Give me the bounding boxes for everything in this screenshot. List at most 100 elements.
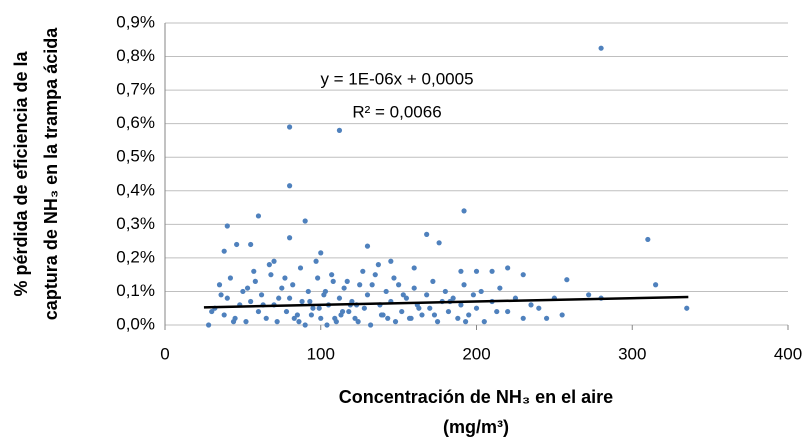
point	[283, 308, 290, 315]
point	[263, 315, 269, 321]
point	[372, 272, 378, 278]
point	[445, 308, 452, 315]
point	[455, 315, 461, 321]
point	[268, 272, 274, 278]
point	[336, 127, 343, 133]
point	[251, 268, 257, 274]
point	[218, 292, 224, 298]
point	[230, 319, 237, 325]
point	[299, 298, 305, 305]
point	[424, 231, 430, 237]
point	[341, 285, 347, 291]
y-tick-label: 0,5%	[116, 147, 155, 166]
point	[302, 218, 308, 224]
point	[494, 308, 500, 315]
point	[427, 305, 433, 311]
point	[255, 308, 262, 315]
x-tick-label: 0	[160, 344, 169, 363]
point	[411, 285, 417, 291]
point	[316, 305, 322, 311]
point	[375, 262, 381, 268]
point	[276, 295, 282, 301]
point	[244, 285, 251, 291]
point	[274, 319, 280, 325]
point	[461, 208, 467, 214]
r-squared: R² = 0,0066	[352, 102, 441, 121]
point	[478, 288, 484, 295]
point	[458, 302, 464, 308]
point	[364, 292, 371, 298]
point	[308, 312, 315, 318]
point	[369, 282, 375, 288]
point	[399, 308, 405, 315]
point	[258, 292, 265, 298]
point	[489, 268, 495, 274]
point	[462, 319, 469, 325]
point	[344, 278, 350, 284]
point	[329, 272, 335, 278]
point	[383, 288, 389, 295]
point	[279, 285, 285, 291]
y-axis-label: % pérdida de eficiencia de la	[11, 50, 31, 296]
point	[406, 315, 413, 321]
x-axis-label: Concentración de NH₃ en el aire	[339, 387, 613, 407]
point	[364, 243, 371, 249]
point	[419, 312, 425, 318]
point	[252, 278, 258, 284]
point	[206, 322, 212, 328]
point	[430, 278, 436, 284]
point	[339, 308, 346, 315]
point	[411, 265, 417, 271]
point	[458, 268, 464, 274]
point	[388, 258, 394, 264]
point	[330, 278, 336, 284]
point	[505, 308, 511, 315]
point	[318, 250, 324, 256]
y-tick-label: 0,1%	[116, 281, 155, 300]
y-tick-label: 0,3%	[116, 214, 155, 233]
point	[221, 248, 227, 254]
trend-equation: y = 1E-06x + 0,0005	[320, 69, 473, 88]
y-tick-label: 0,7%	[116, 80, 155, 99]
point	[645, 236, 651, 243]
point	[361, 305, 367, 311]
point	[243, 319, 249, 325]
point	[290, 282, 296, 288]
point	[296, 319, 302, 325]
point	[240, 288, 246, 295]
point	[294, 312, 300, 318]
point	[473, 305, 480, 311]
point	[564, 277, 570, 283]
point	[520, 272, 526, 278]
point	[466, 312, 472, 318]
point	[403, 295, 410, 301]
point	[481, 319, 487, 325]
point	[385, 315, 391, 321]
point	[528, 302, 534, 308]
point	[305, 288, 311, 295]
point	[431, 312, 438, 318]
x-tick-label: 300	[618, 344, 646, 363]
point	[461, 282, 467, 288]
point	[684, 305, 690, 311]
point	[357, 282, 363, 288]
point	[291, 315, 297, 321]
point	[378, 312, 385, 318]
point	[221, 312, 227, 318]
point	[505, 265, 511, 271]
point	[209, 308, 215, 315]
point	[543, 315, 550, 321]
point	[442, 288, 448, 295]
point	[216, 282, 223, 288]
y-tick-label: 0,8%	[116, 46, 155, 65]
point	[586, 292, 592, 298]
point	[396, 282, 402, 288]
point	[287, 124, 293, 130]
point	[450, 295, 456, 301]
point	[497, 285, 503, 291]
point	[248, 241, 254, 248]
point	[255, 213, 262, 219]
point	[391, 275, 397, 281]
x-tick-label: 100	[307, 344, 335, 363]
